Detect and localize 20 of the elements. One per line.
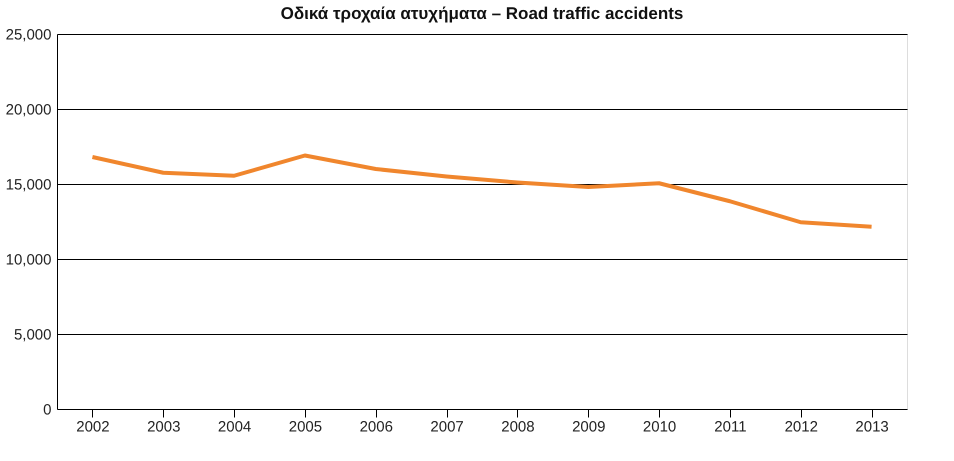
chart-title: Οδικά τροχαία ατυχήματα – Road traffic accidents [280, 4, 684, 23]
x-tick-label: 2008 [501, 418, 535, 436]
x-tick-label: 2004 [218, 418, 252, 436]
x-tick-label: 2002 [76, 418, 110, 436]
x-tick-label: 2006 [360, 418, 393, 436]
x-tick-label: 2009 [572, 418, 606, 436]
x-tick-label: 2003 [147, 418, 180, 436]
x-tick-label: 2010 [642, 418, 676, 436]
x-tick-label: 2005 [288, 418, 322, 436]
y-tick-label: 0 [43, 402, 52, 418]
y-tick-label: 10,000 [6, 252, 52, 268]
x-tick-label: 2007 [430, 418, 464, 436]
y-tick-label: 15,000 [6, 176, 52, 194]
y-tick-label: 20,000 [6, 102, 52, 118]
line-series [90, 154, 874, 229]
x-tick-label: 2011 [714, 418, 747, 436]
x-tick-label: 2013 [855, 418, 889, 436]
y-tick-label: 25,000 [6, 26, 52, 44]
y-tick-label: 5,000 [14, 326, 52, 344]
x-tick-label: 2012 [784, 418, 818, 436]
